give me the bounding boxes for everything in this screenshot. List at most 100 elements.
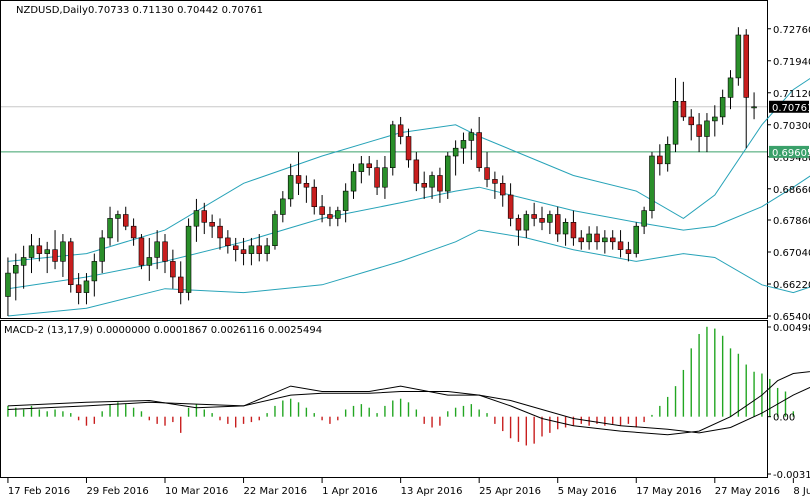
time-tick-label: 17 Feb 2016 — [8, 486, 70, 497]
candle-body — [91, 261, 98, 282]
candle-body — [507, 194, 514, 219]
macd-axis: 0.004988 0.00 -0.003187 — [767, 323, 810, 481]
candle-body — [99, 237, 105, 262]
candle-body — [123, 214, 129, 227]
candle-body — [75, 284, 82, 293]
candle-body — [225, 237, 231, 246]
candle-body — [712, 116, 718, 122]
candle-body — [547, 214, 553, 223]
candle-body — [531, 214, 537, 219]
candle-body — [444, 155, 451, 192]
time-tick-label: 8 Jun 2016 — [793, 486, 810, 497]
candle-body — [170, 261, 176, 278]
macd-tick-label: 0.00 — [773, 413, 795, 424]
candle-body — [115, 214, 121, 219]
candle-body — [342, 190, 349, 211]
time-tick-label: 27 May 2016 — [715, 486, 780, 497]
candle-body — [20, 257, 27, 266]
candle-body — [327, 214, 333, 219]
macd-signal-line — [7, 386, 810, 434]
candle-body — [44, 249, 50, 254]
macd-main-line — [7, 371, 810, 436]
candle-body — [335, 210, 341, 219]
candle-body — [664, 144, 671, 165]
candle-body — [649, 155, 655, 211]
candle-body — [554, 214, 561, 235]
candle-body — [633, 225, 639, 254]
candle-body — [570, 222, 577, 239]
candle-body — [578, 237, 584, 243]
candle-body — [594, 233, 600, 243]
candle-body — [303, 183, 310, 188]
macd-panel-frame — [0, 320, 768, 478]
candle-body — [28, 245, 35, 258]
macd-label: MACD-2 (13,17,9) 0.0000000 0.0001867 0.0… — [4, 325, 322, 336]
current-price-label: 0.70761 — [772, 103, 810, 114]
candle-body — [13, 264, 19, 274]
ohlc-readout: 0.70733 0.71130 0.70442 0.70761 — [88, 5, 263, 16]
bollinger-upper-band — [7, 77, 810, 262]
candle-body — [201, 210, 208, 223]
candle-body — [460, 140, 467, 149]
candle-body — [492, 179, 498, 184]
candle-body — [178, 276, 184, 293]
candle-body — [233, 245, 239, 251]
time-tick-label: 10 Mar 2016 — [165, 486, 228, 497]
candle-body — [240, 249, 247, 254]
candle-body — [468, 132, 475, 141]
candle-body — [350, 171, 357, 192]
candle-body — [413, 159, 420, 184]
time-tick-label: 17 May 2016 — [636, 486, 701, 497]
candle-body — [366, 163, 372, 169]
time-tick-label: 13 Apr 2016 — [401, 486, 463, 497]
candle-body — [248, 245, 255, 254]
candle-body — [751, 106, 757, 109]
time-tick-label: 25 Apr 2016 — [479, 486, 541, 497]
candle-body — [421, 183, 427, 188]
candle-body — [107, 218, 113, 239]
candle-body — [130, 225, 137, 239]
candle-body — [389, 124, 396, 169]
time-tick-label: 29 Feb 2016 — [86, 486, 148, 497]
candle-body — [617, 241, 624, 250]
candle-body — [452, 147, 459, 157]
candle-body — [625, 249, 632, 254]
time-tick-label: 1 Apr 2016 — [322, 486, 377, 497]
candle-body — [696, 124, 702, 137]
candle-body — [272, 214, 278, 247]
candle-body — [5, 272, 11, 297]
candle-body — [672, 101, 679, 145]
candle-body — [397, 124, 404, 137]
macd-tick-label: -0.003187 — [773, 470, 810, 481]
candle-body — [704, 120, 710, 137]
candle-body — [287, 175, 294, 200]
candle-body — [217, 225, 223, 239]
candle-body — [484, 167, 490, 180]
candle-body — [209, 222, 215, 227]
candle-body — [539, 218, 545, 223]
candle-body — [523, 214, 530, 231]
time-axis: 17 Feb 2016 29 Feb 2016 10 Mar 2016 22 Mar … — [7, 478, 810, 497]
symbol-label: NZDUSD,Daily — [16, 5, 88, 16]
candle-body — [374, 167, 380, 188]
candle-body — [68, 241, 74, 286]
candle-body — [609, 237, 616, 243]
candle-body — [743, 34, 749, 98]
macd-tick-label: 0.004988 — [773, 323, 810, 334]
candle-body — [641, 210, 647, 227]
candle-body — [657, 155, 663, 165]
candle-body — [429, 175, 435, 188]
macd-panel — [7, 326, 810, 446]
candle-body — [60, 241, 66, 262]
candle-body — [256, 245, 262, 254]
candle-body — [688, 116, 694, 126]
candle-body — [499, 183, 506, 196]
